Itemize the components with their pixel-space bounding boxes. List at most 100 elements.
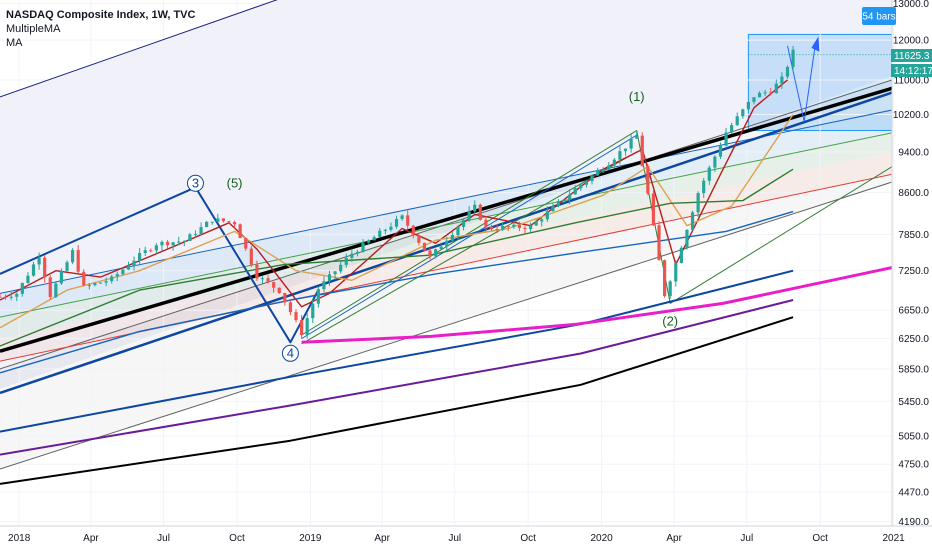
candle-body — [65, 262, 69, 271]
legend: NASDAQ Composite Index, 1W, TVC Multiple… — [6, 8, 195, 50]
candle-body — [651, 193, 656, 226]
candle-78 — [434, 248, 438, 259]
candle-body — [528, 225, 533, 230]
candle-136 — [757, 91, 762, 98]
candle-89 — [495, 224, 499, 233]
y-tick-label: 4470.0 — [898, 488, 929, 499]
fib-band-blue — [0, 110, 892, 318]
candle-body — [484, 219, 488, 227]
candle-body — [316, 289, 320, 304]
candle-body — [43, 257, 47, 278]
candle-79 — [439, 244, 443, 250]
candle-body — [556, 200, 561, 206]
candle-body — [579, 184, 583, 189]
candle-33 — [182, 240, 186, 246]
candle-body — [238, 224, 242, 239]
candle-16 — [87, 282, 91, 290]
legend-indicator-ma[interactable]: MA — [6, 37, 23, 49]
candle-body — [461, 219, 466, 227]
candle-14 — [76, 245, 80, 274]
candle-body — [439, 246, 443, 250]
candle-100 — [556, 199, 561, 208]
candle-134 — [746, 101, 750, 112]
candle-20 — [110, 274, 114, 284]
candle-40 — [221, 218, 225, 223]
x-tick-label: Jul — [740, 533, 753, 544]
candle-body — [20, 282, 24, 294]
candle-65 — [361, 239, 365, 253]
candle-body — [501, 225, 505, 230]
candle-body — [339, 264, 343, 272]
candle-body — [702, 180, 706, 194]
candle-113 — [629, 134, 633, 153]
candle-124 — [690, 210, 695, 231]
candle-112 — [623, 148, 628, 156]
y-tick-label: 5850.0 — [898, 364, 929, 375]
upper-channel-fill — [0, 0, 892, 389]
candle-107 — [595, 167, 600, 176]
channel-line-bottom — [0, 181, 893, 470]
candle-body — [562, 199, 566, 201]
fib-line-1 — [0, 109, 893, 294]
wave-label-circle — [186, 174, 204, 192]
candle-body — [372, 237, 376, 241]
candle-body — [545, 211, 549, 220]
candle-19 — [104, 277, 108, 287]
candle-body — [355, 251, 360, 254]
x-tick-label: Jul — [448, 533, 461, 544]
candle-10 — [54, 281, 58, 298]
candle-117 — [651, 190, 656, 227]
candle-47 — [260, 276, 265, 284]
candle-body — [115, 274, 119, 277]
candle-105 — [584, 179, 589, 188]
candle-63 — [350, 248, 354, 262]
candle-body — [668, 281, 672, 297]
candle-18 — [98, 282, 103, 284]
candle-body — [221, 218, 225, 222]
candle-76 — [422, 242, 427, 251]
y-tick-label: 5450.0 — [898, 397, 929, 408]
candle-body — [48, 277, 52, 298]
candle-139 — [774, 79, 778, 94]
candle-101 — [562, 199, 566, 203]
candle-50 — [277, 287, 281, 295]
candle-body — [255, 264, 259, 279]
candle-body — [311, 303, 315, 319]
candle-83 — [461, 218, 466, 231]
wave-path-blue — [0, 186, 320, 344]
candle-body — [512, 224, 516, 227]
candle-body — [517, 224, 522, 229]
candle-17 — [93, 282, 97, 287]
candle-body — [149, 250, 153, 252]
candle-29 — [160, 240, 164, 251]
candle-132 — [735, 112, 739, 127]
candle-body — [299, 320, 304, 335]
candle-88 — [489, 224, 494, 231]
candle-body — [9, 296, 13, 298]
candle-3 — [15, 292, 19, 302]
candle-body — [456, 226, 460, 236]
y-tick-label: 12000.0 — [893, 36, 930, 47]
candle-body — [182, 240, 186, 242]
x-tick-label: Apr — [666, 533, 682, 544]
candle-25 — [138, 247, 142, 266]
x-tick-label: Jul — [157, 533, 170, 544]
candle-body — [657, 225, 661, 261]
candle-body — [104, 281, 108, 283]
candle-body — [434, 249, 438, 257]
candle-122 — [679, 245, 683, 264]
legend-indicator-multiplema[interactable]: MultipleMA — [6, 23, 61, 35]
candle-body — [3, 296, 8, 298]
candle-52 — [288, 300, 293, 316]
candle-126 — [702, 177, 706, 198]
candle-32 — [177, 236, 181, 246]
candle-body — [87, 285, 91, 287]
candle-59 — [327, 270, 332, 286]
candle-body — [601, 169, 605, 171]
candle-35 — [193, 230, 198, 239]
candle-body — [791, 49, 795, 68]
candle-48 — [266, 274, 270, 284]
candle-body — [612, 159, 616, 166]
